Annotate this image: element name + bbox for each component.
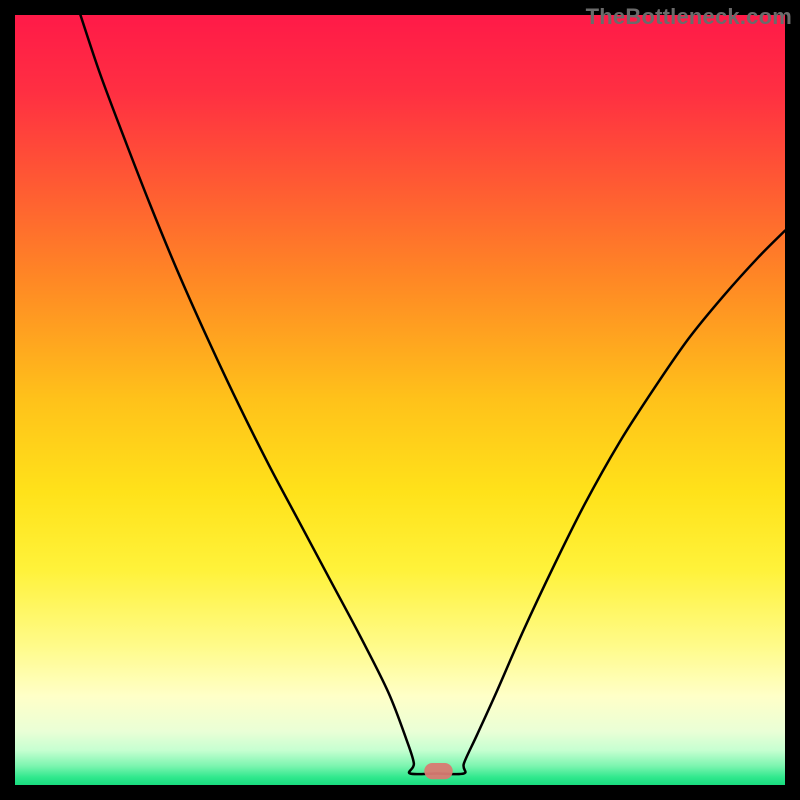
plot-background <box>15 15 785 785</box>
bottleneck-marker <box>424 763 452 779</box>
watermark-text: TheBottleneck.com <box>586 4 792 30</box>
chart-stage: TheBottleneck.com <box>0 0 800 800</box>
chart-svg <box>0 0 800 800</box>
